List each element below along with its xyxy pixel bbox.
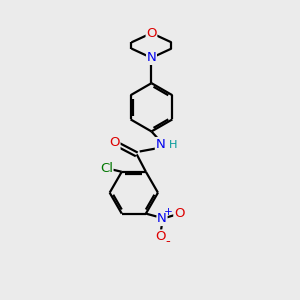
Text: N: N — [157, 212, 167, 225]
Text: H: H — [169, 140, 177, 150]
Text: O: O — [174, 207, 184, 220]
Text: -: - — [166, 236, 170, 248]
Text: N: N — [147, 51, 156, 64]
Text: +: + — [164, 207, 173, 218]
Text: O: O — [155, 230, 166, 243]
Text: N: N — [155, 138, 165, 151]
Text: O: O — [146, 27, 157, 40]
Text: Cl: Cl — [100, 162, 113, 175]
Text: O: O — [110, 136, 120, 149]
